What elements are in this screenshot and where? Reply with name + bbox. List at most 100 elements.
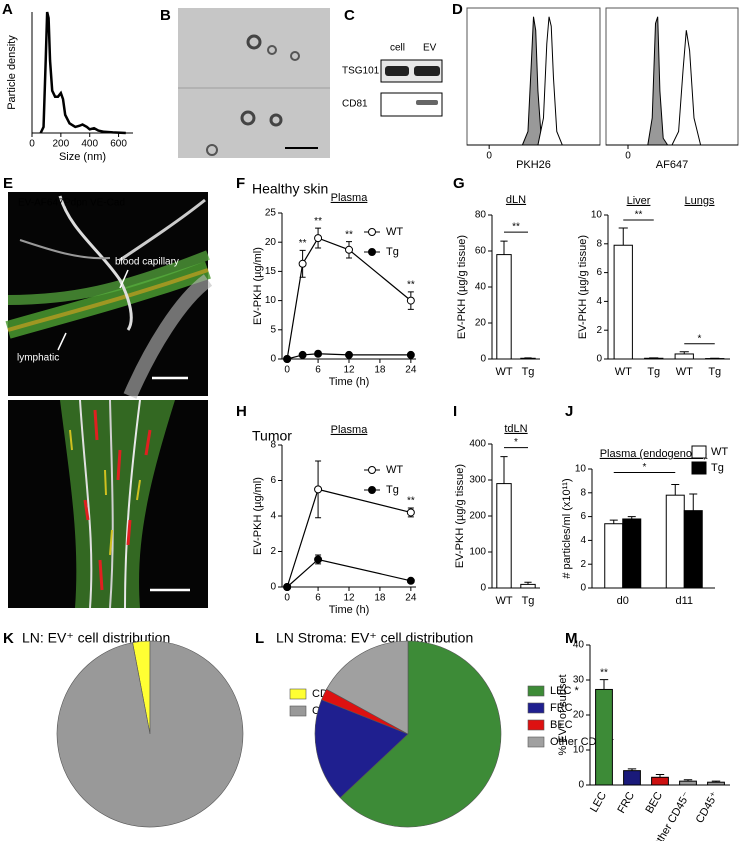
x-axis-label: AF647 xyxy=(656,159,688,171)
error-bar xyxy=(671,483,680,496)
x-tick-label: 12 xyxy=(343,365,355,376)
image-annotation: blood capillary xyxy=(115,257,179,268)
y-tick-label: 0 xyxy=(480,354,486,365)
panel-label: E xyxy=(3,175,13,192)
series-line xyxy=(39,11,126,135)
chart-title: LN Stroma: EV⁺ cell distribution xyxy=(276,630,473,646)
x-tick-label: 200 xyxy=(53,139,70,150)
x-tick-label: 18 xyxy=(374,365,386,376)
legend-swatch xyxy=(691,461,707,475)
panel-label: G xyxy=(453,175,465,192)
legend-swatch xyxy=(527,685,545,697)
x-tick-label: Tg xyxy=(522,595,535,607)
row-label: CD81 xyxy=(342,99,368,110)
panel-label: C xyxy=(344,7,355,24)
y-axis-label: EV-PKH (µg/g tissue) xyxy=(454,464,466,568)
chart-subtitle: Plasma xyxy=(331,424,369,436)
legend-swatch xyxy=(289,705,307,717)
x-tick-label: 24 xyxy=(405,593,417,604)
significance: ** xyxy=(407,496,415,507)
chart-subtitle: Plasma xyxy=(331,192,369,204)
y-tick-label: 10 xyxy=(591,210,603,221)
y-axis-label: % EV⁺ of subset xyxy=(557,674,569,755)
bar xyxy=(623,770,641,786)
y-tick-label: 20 xyxy=(265,237,277,248)
legend-marker xyxy=(368,486,376,494)
group-label: Liver xyxy=(627,195,651,207)
x-tick-label: d11 xyxy=(675,595,693,607)
chart-title: Tumor xyxy=(252,428,292,444)
y-tick-label: 20 xyxy=(475,318,487,329)
marker xyxy=(345,245,353,254)
panel-label: F xyxy=(236,175,245,192)
error-bar xyxy=(689,493,698,511)
legend-swatch xyxy=(527,736,545,748)
y-tick-label: 2 xyxy=(596,325,602,336)
error-bar xyxy=(683,779,693,782)
y-tick-label: 6 xyxy=(270,475,276,486)
em-image xyxy=(178,8,330,158)
pie-slice xyxy=(56,640,244,828)
x-tick-label: 600 xyxy=(110,139,127,150)
bar xyxy=(613,244,633,360)
pie-slice xyxy=(326,640,409,735)
y-axis-label: EV-PKH (µg/ml) xyxy=(252,477,264,555)
bar xyxy=(622,518,642,589)
marker xyxy=(283,355,292,363)
y-tick-label: 25 xyxy=(265,208,277,219)
x-tick-label: LEC xyxy=(588,790,609,815)
stain-label: VE-Cad xyxy=(90,198,125,209)
legend-label: Tg xyxy=(386,484,399,496)
lane-label: cell xyxy=(390,43,405,54)
panel-label: M xyxy=(565,630,578,647)
y-tick-label: 0 xyxy=(270,354,276,365)
marker xyxy=(406,508,415,517)
significance: ** xyxy=(600,667,608,678)
chart-subtitle: tdLN xyxy=(504,423,527,435)
significance: * xyxy=(514,437,518,448)
bar xyxy=(665,494,685,589)
error-bar xyxy=(627,768,637,771)
x-tick-label: 6 xyxy=(315,365,321,376)
panel-label: J xyxy=(565,403,573,420)
marker xyxy=(406,350,415,359)
legend-label: WT xyxy=(711,446,728,458)
panel-label: A xyxy=(2,1,13,18)
marker xyxy=(298,350,307,359)
y-tick-label: 15 xyxy=(265,266,277,277)
x-tick-label: 0 xyxy=(284,593,290,604)
y-tick-label: 2 xyxy=(270,546,276,557)
error-bar xyxy=(609,519,618,524)
y-tick-label: 8 xyxy=(270,440,276,451)
y-tick-label: 0 xyxy=(580,583,586,594)
x-tick-label: WT xyxy=(495,595,512,607)
y-tick-label: 5 xyxy=(270,324,276,335)
legend-label: LEC * xyxy=(550,685,579,697)
histogram xyxy=(537,16,564,146)
y-axis-label: Particle density xyxy=(6,35,18,110)
panel-label: B xyxy=(160,7,171,24)
marker xyxy=(298,259,307,268)
fluorescence-image xyxy=(5,192,213,609)
x-tick-label: 0 xyxy=(486,151,492,162)
y-tick-label: 40 xyxy=(573,640,585,651)
image-annotation: lymphatic xyxy=(17,353,59,364)
error-bar xyxy=(599,679,609,690)
y-tick-label: 6 xyxy=(580,511,586,522)
marker xyxy=(406,576,415,585)
x-tick-label: WT xyxy=(495,366,512,378)
histogram xyxy=(671,30,702,146)
x-axis-label: PKH26 xyxy=(516,159,551,171)
x-tick-label: 0 xyxy=(284,365,290,376)
bar xyxy=(644,357,664,360)
x-tick-label: WT xyxy=(676,366,693,378)
significance: ** xyxy=(407,279,415,290)
row-label: TSG101 xyxy=(342,66,380,77)
y-tick-label: 8 xyxy=(596,238,602,249)
legend-label: WT xyxy=(386,464,403,476)
panel-label: H xyxy=(236,403,247,420)
stain-label: Pdpn xyxy=(64,198,87,209)
bar xyxy=(707,781,725,786)
marker xyxy=(314,555,323,564)
